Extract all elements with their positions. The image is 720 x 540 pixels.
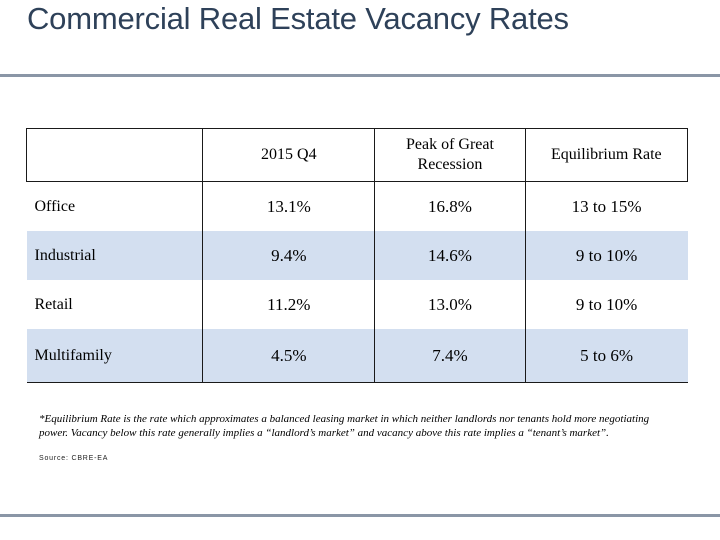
table-row: Industrial 9.4% 14.6% 9 to 10% [26, 231, 688, 280]
table-row: Retail 11.2% 13.0% 9 to 10% [26, 280, 688, 329]
row-label: Industrial [26, 231, 204, 280]
footnote: *Equilibrium Rate is the rate which appr… [39, 413, 650, 439]
cell-peak: 14.6% [374, 231, 526, 280]
row-label: Multifamily [26, 329, 204, 383]
table-row: Office 13.1% 16.8% 13 to 15% [26, 181, 688, 231]
cell-2015-q4: 11.2% [202, 280, 376, 329]
table-row: Multifamily 4.5% 7.4% 5 to 6% [26, 329, 688, 383]
row-label: Retail [26, 280, 204, 329]
header-cell-2015-q4: 2015 Q4 [202, 128, 376, 182]
vacancy-table: 2015 Q4 Peak of Great Recession Equilibr… [25, 128, 689, 383]
cell-equilibrium: 5 to 6% [525, 329, 688, 383]
title-divider [0, 74, 720, 77]
cell-peak: 16.8% [374, 181, 526, 231]
cell-peak: 7.4% [374, 329, 526, 383]
cell-equilibrium: 9 to 10% [525, 231, 688, 280]
footer-divider [0, 514, 720, 517]
header-cell-peak: Peak of Great Recession [374, 128, 526, 182]
cell-peak: 13.0% [374, 280, 526, 329]
cell-2015-q4: 13.1% [202, 181, 376, 231]
cell-equilibrium: 9 to 10% [525, 280, 688, 329]
cell-2015-q4: 4.5% [202, 329, 376, 383]
page-title: Commercial Real Estate Vacancy Rates [27, 1, 569, 36]
cell-equilibrium: 13 to 15% [525, 181, 688, 231]
table-header-row: 2015 Q4 Peak of Great Recession Equilibr… [25, 128, 689, 182]
source-note: Source: CBRE-EA [39, 455, 109, 462]
cell-2015-q4: 9.4% [202, 231, 376, 280]
header-cell-empty [25, 128, 204, 182]
header-cell-equilibrium: Equilibrium Rate [525, 128, 689, 182]
row-label: Office [26, 181, 204, 231]
